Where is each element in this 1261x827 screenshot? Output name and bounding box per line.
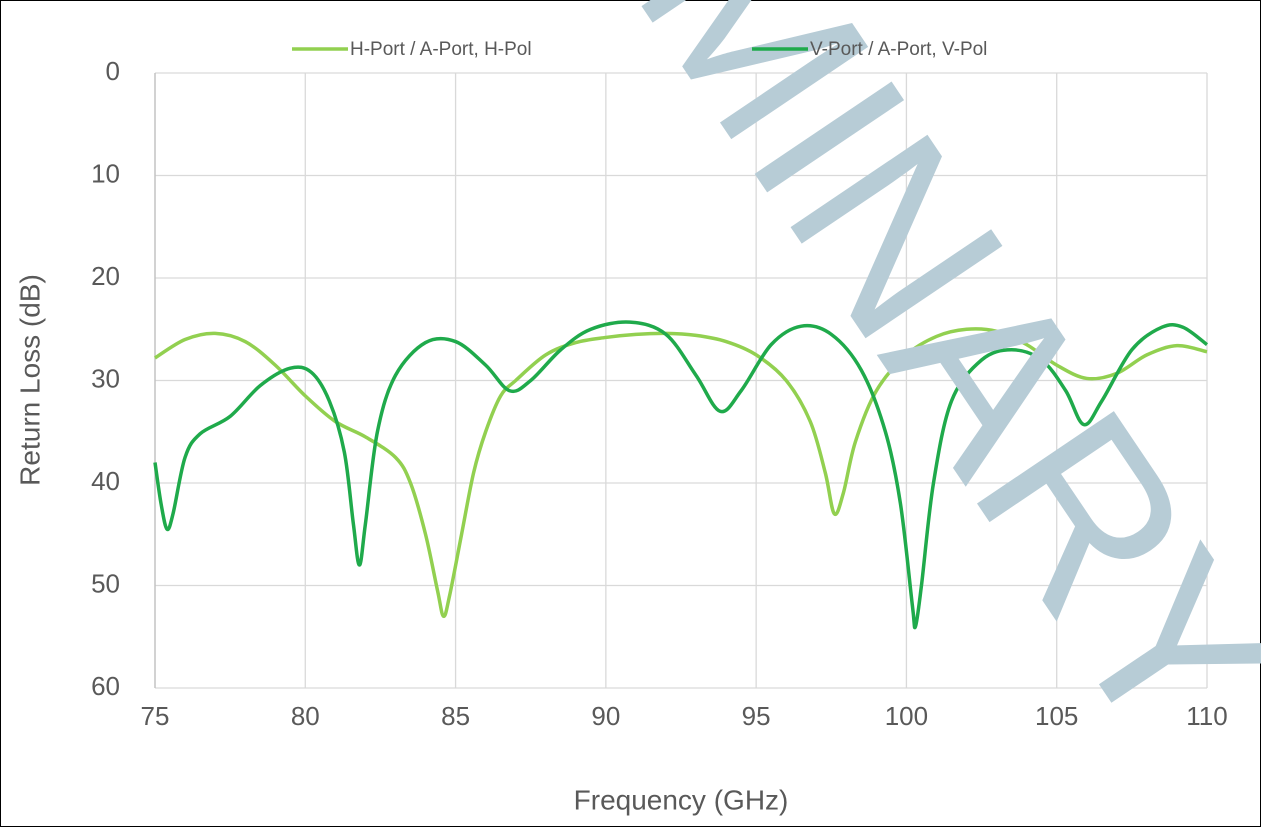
x-tick-label: 75 [141,701,170,731]
y-tick-label: 10 [91,158,120,188]
x-tick-label: 100 [885,701,928,731]
x-tick-label: 90 [591,701,620,731]
x-tick-label: 80 [291,701,320,731]
legend-label: H-Port / A-Port, H-Pol [350,39,532,60]
x-tick-label: 105 [1035,701,1078,731]
legend-label: V-Port / A-Port, V-Pol [810,39,987,60]
y-tick-label: 60 [91,671,120,701]
x-tick-label: 110 [1186,701,1227,731]
y-axis-title: Return Loss (dB) [14,274,45,486]
data-line [153,320,1209,630]
y-tick-label: 50 [91,568,120,598]
y-tick-label: 30 [91,363,120,393]
x-tick-label: 85 [441,701,470,731]
x-axis-title: Frequency (GHz) [574,784,789,815]
y-tick-label: 40 [91,466,120,496]
x-tick-label: 95 [742,701,771,731]
y-tick-label: 0 [106,56,120,86]
y-tick-label: 20 [91,261,120,291]
